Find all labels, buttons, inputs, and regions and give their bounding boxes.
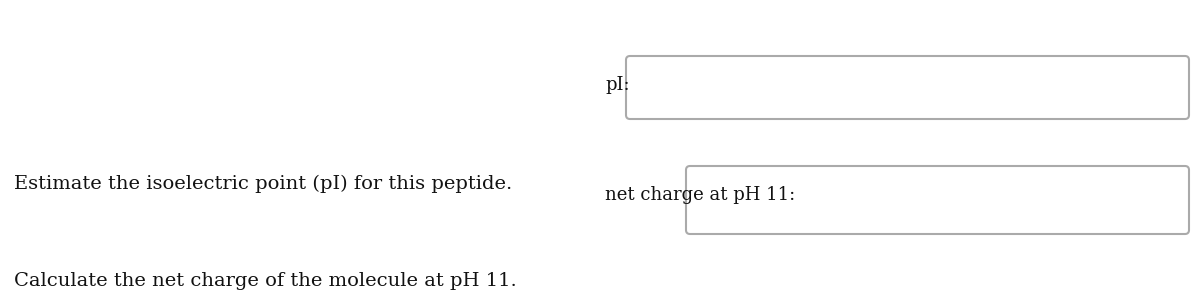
Text: pI:: pI: bbox=[605, 76, 630, 94]
Text: Calculate the net charge of the molecule at pH 11.: Calculate the net charge of the molecule… bbox=[14, 272, 517, 290]
Text: Estimate the isoelectric point (pI) for this peptide.: Estimate the isoelectric point (pI) for … bbox=[14, 175, 512, 193]
FancyBboxPatch shape bbox=[686, 166, 1189, 234]
FancyBboxPatch shape bbox=[626, 56, 1189, 119]
Text: net charge at pH 11:: net charge at pH 11: bbox=[605, 186, 796, 204]
